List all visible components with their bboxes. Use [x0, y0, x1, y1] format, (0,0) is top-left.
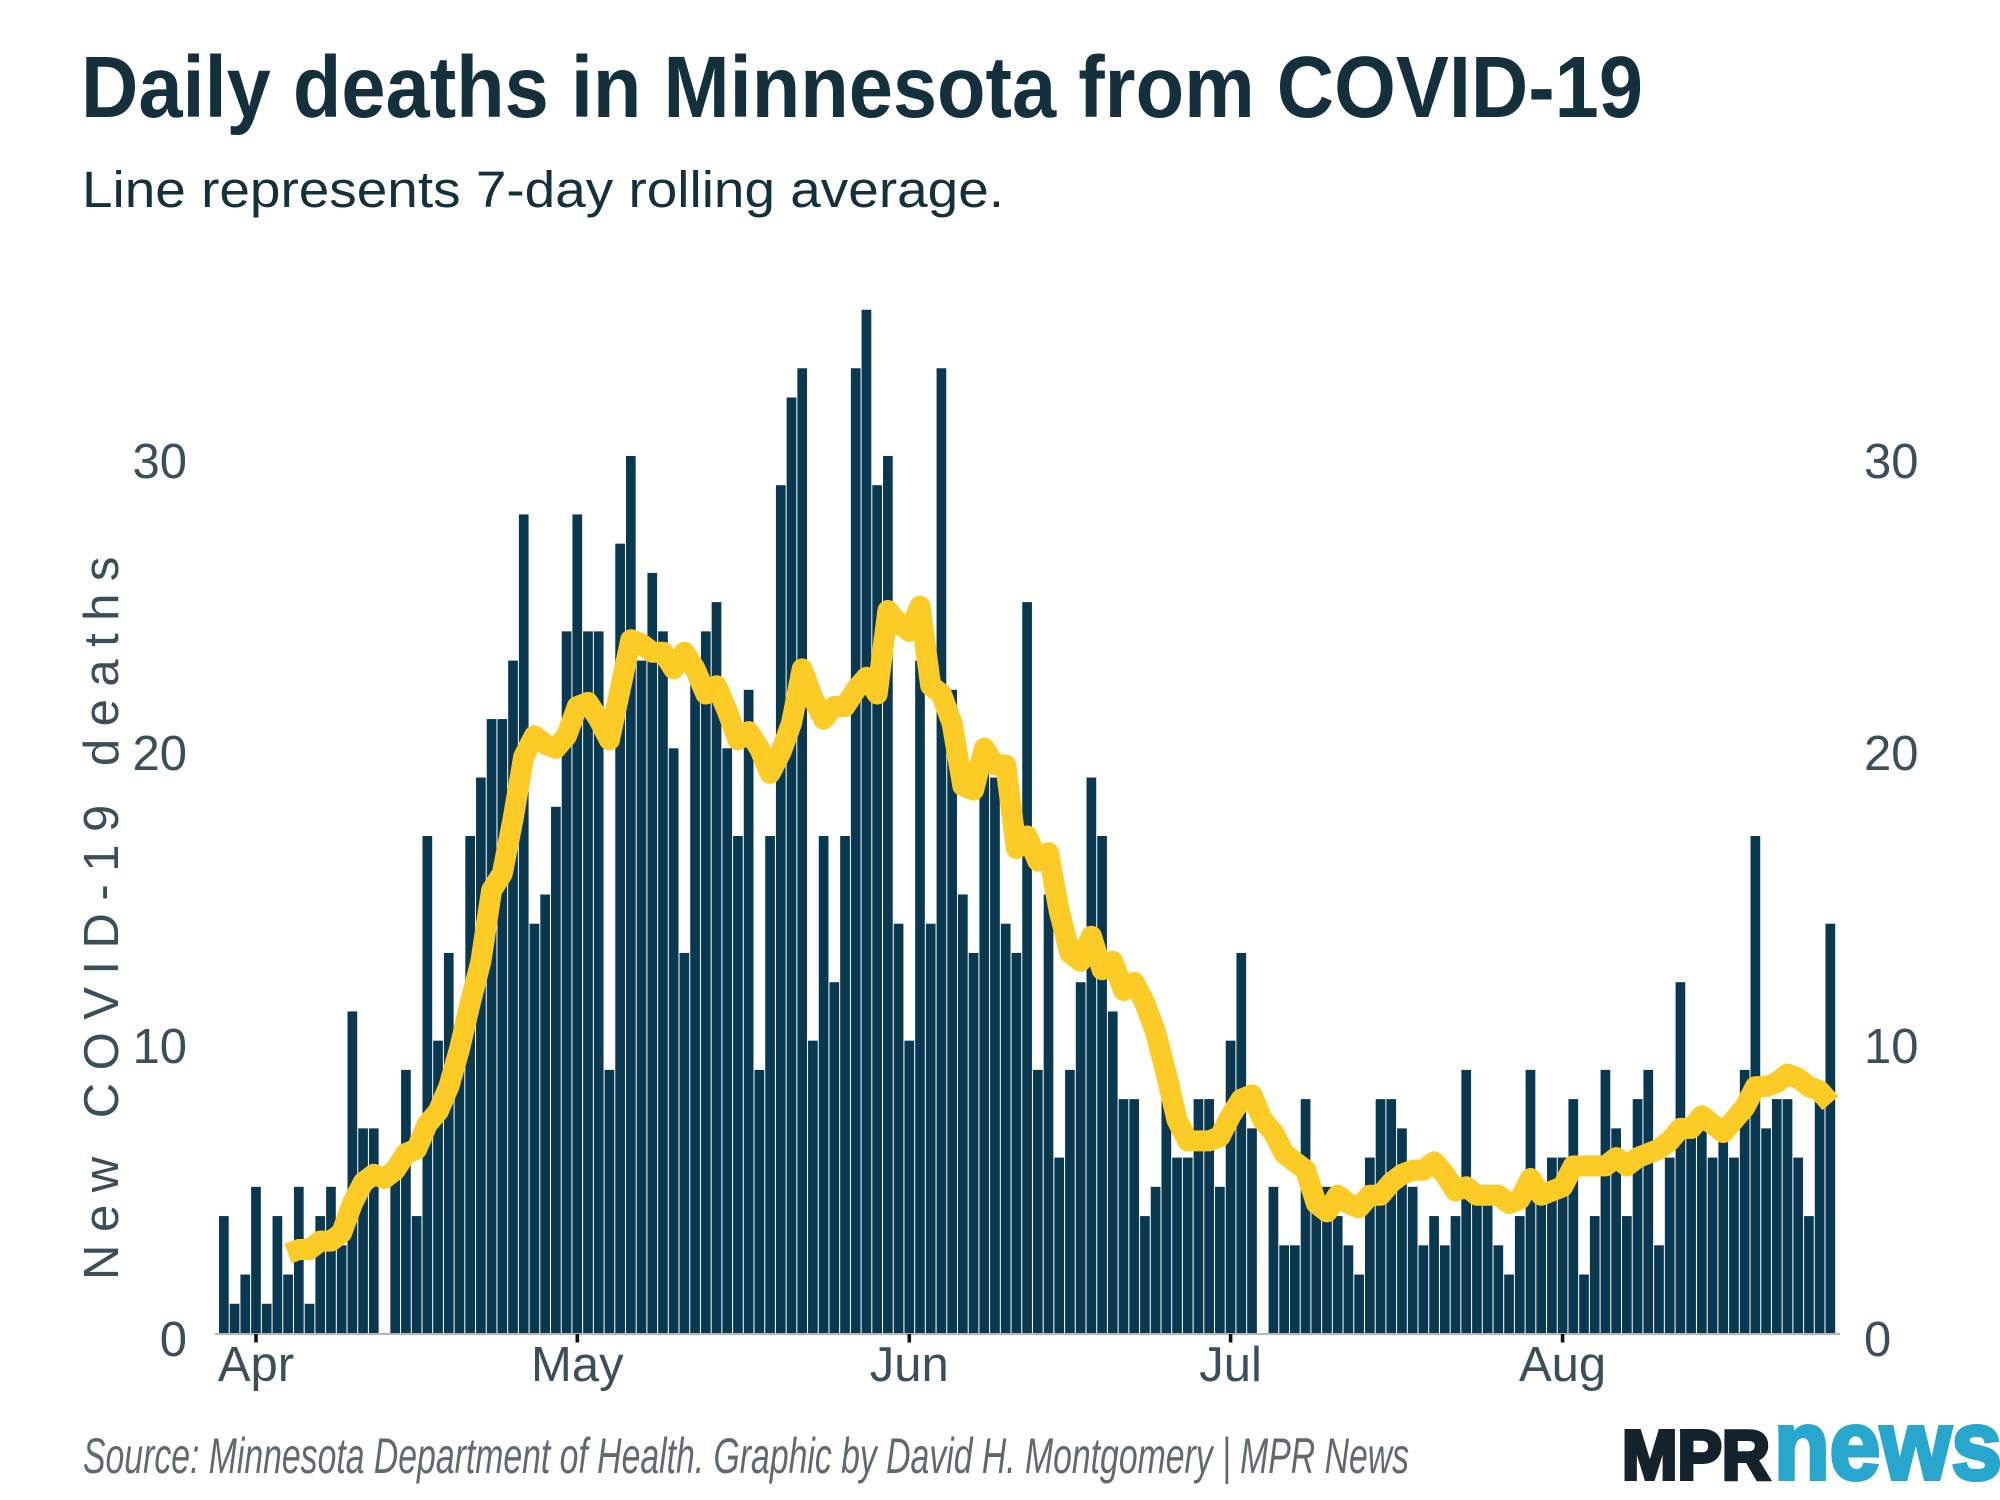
svg-text:Apr: Apr — [218, 1338, 294, 1392]
svg-text:10: 10 — [1864, 1020, 1919, 1074]
svg-text:news: news — [1774, 1390, 2000, 1500]
svg-text:30: 30 — [132, 435, 187, 489]
svg-text:0: 0 — [160, 1313, 187, 1367]
svg-text:0: 0 — [1864, 1313, 1891, 1367]
svg-text:10: 10 — [132, 1020, 187, 1074]
svg-text:Jun: Jun — [870, 1338, 949, 1392]
svg-text:Line represents 7-day rolling: Line represents 7-day rolling average. — [82, 161, 1004, 218]
svg-text:20: 20 — [132, 727, 187, 781]
svg-text:30: 30 — [1864, 435, 1919, 489]
svg-text:20: 20 — [1864, 727, 1919, 781]
svg-text:May: May — [531, 1338, 624, 1392]
svg-text:Aug: Aug — [1519, 1338, 1606, 1392]
svg-text:Jul: Jul — [1199, 1338, 1262, 1392]
svg-text:MPR: MPR — [1622, 1416, 1770, 1494]
svg-text:Source: Minnesota Department o: Source: Minnesota Department of Health. … — [83, 1428, 1409, 1485]
svg-text:Daily deaths in Minnesota from: Daily deaths in Minnesota from COVID-19 — [81, 39, 1643, 136]
svg-text:New COVID-19 deaths: New COVID-19 deaths — [75, 544, 129, 1280]
